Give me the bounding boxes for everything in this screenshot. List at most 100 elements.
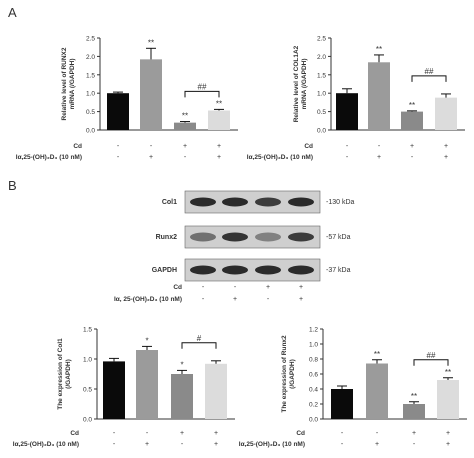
cd-sign: + [214, 430, 218, 437]
blot-band [255, 197, 281, 207]
row-label-cd: Cd [296, 430, 305, 437]
bracket-label: ## [427, 351, 436, 360]
blot-vitd-sign: - [267, 296, 270, 303]
vitd-sign: - [411, 154, 414, 161]
y-tick-label: 1.0 [86, 91, 95, 98]
significance-bracket [411, 75, 447, 82]
vitd-sign: - [346, 154, 349, 161]
y-axis-label: mRNA (/GAPDH) [69, 58, 76, 109]
significance-bracket [413, 359, 449, 366]
y-tick-label: 0.5 [86, 109, 95, 116]
y-tick-label: 0.4 [309, 387, 318, 394]
bracket-label: ## [198, 82, 207, 91]
y-tick-label: 1.0 [309, 342, 318, 349]
blot-vitd-sign: - [202, 296, 205, 303]
blot-size-label: -130 kDa [326, 199, 355, 206]
vitd-sign: - [117, 154, 120, 161]
y-axis-label: The expression of Col1 [57, 338, 64, 410]
bracket-label: ## [425, 67, 434, 76]
significance-mark: ** [148, 38, 154, 47]
bar [107, 93, 129, 130]
vitd-sign: + [217, 154, 221, 161]
vitd-sign: - [181, 441, 184, 448]
vitd-sign: + [149, 154, 153, 161]
blot-protein-label: GAPDH [152, 267, 177, 274]
y-tick-label: 1.5 [317, 72, 326, 79]
blot-cd-sign: - [202, 284, 205, 291]
blot-cd-sign: - [234, 284, 237, 291]
blot-band [222, 232, 248, 242]
blot-protein-label: Runx2 [156, 234, 178, 241]
y-tick-label: 0.6 [309, 372, 318, 379]
y-tick-label: 0.0 [309, 417, 318, 424]
row-label-vitd: Iα,25-(OH)₂D₃ (10 nM) [247, 154, 313, 161]
blot-band [288, 232, 314, 242]
cd-sign: + [180, 430, 184, 437]
panel-label-b: B [8, 178, 17, 193]
blot-size-label: -37 kDa [326, 267, 351, 274]
y-axis-label: The expression of Runx2 [281, 335, 288, 413]
bar [103, 361, 125, 419]
blot-band [222, 265, 248, 275]
y-tick-label: 0.5 [83, 387, 92, 394]
vitd-sign: + [214, 441, 218, 448]
y-axis-label: (/GAPDH) [65, 359, 72, 389]
significance-mark: ** [376, 45, 382, 54]
row-label-vitd: Iα,25-(OH)₂D₃ (10 nM) [13, 441, 79, 448]
significance-mark: ** [216, 99, 222, 108]
cd-sign: + [412, 430, 416, 437]
bar [174, 122, 196, 130]
cd-sign: - [341, 430, 344, 437]
y-axis-label: Relative level of RUNX2 [61, 47, 68, 120]
vitd-sign: + [377, 154, 381, 161]
vitd-sign: - [184, 154, 187, 161]
cd-sign: + [444, 143, 448, 150]
cd-sign: - [117, 143, 120, 150]
y-tick-label: 1.2 [309, 327, 318, 334]
bar [366, 363, 388, 419]
cd-sign: - [346, 143, 349, 150]
significance-bracket [184, 90, 220, 98]
row-label-cd: Cd [304, 143, 313, 150]
blot-row-label-vitd: Iα, 25-(OH)₂D₃ (10 nM) [114, 296, 182, 303]
vitd-sign: + [444, 154, 448, 161]
row-label-cd: Cd [73, 143, 82, 150]
y-tick-label: 0.0 [86, 128, 95, 135]
y-tick-label: 2.5 [86, 36, 95, 43]
cd-sign: - [376, 430, 379, 437]
bar [403, 404, 425, 419]
blot-band [222, 197, 248, 207]
significance-mark: ** [409, 101, 415, 110]
y-axis-label: (/GAPDH) [289, 359, 296, 389]
blot-band [255, 265, 281, 275]
blot-size-label: -57 kDa [326, 234, 351, 241]
cd-sign: - [146, 430, 149, 437]
y-tick-label: 1.0 [83, 357, 92, 364]
bar [136, 350, 158, 419]
blot-vitd-sign: + [299, 296, 303, 303]
vitd-sign: - [413, 441, 416, 448]
row-label-cd: Cd [70, 430, 79, 437]
vitd-sign: - [113, 441, 116, 448]
vitd-sign: - [341, 441, 344, 448]
y-tick-label: 0.2 [309, 402, 318, 409]
blot-protein-label: Col1 [162, 199, 177, 206]
significance-mark: ** [445, 368, 451, 377]
cd-sign: + [410, 143, 414, 150]
row-label-vitd: Iα,25-(OH)₂D₃ (10 nM) [16, 154, 82, 161]
cd-sign: - [150, 143, 153, 150]
vitd-sign: + [145, 441, 149, 448]
significance-mark: * [180, 360, 183, 369]
blot-row-label-cd: Cd [173, 284, 182, 291]
cd-sign: + [446, 430, 450, 437]
blot-band [288, 265, 314, 275]
bar [336, 93, 358, 130]
bar [368, 62, 390, 131]
vitd-sign: + [375, 441, 379, 448]
y-tick-label: 2.5 [317, 36, 326, 43]
blot-cd-sign: + [266, 284, 270, 291]
y-tick-label: 0.0 [83, 417, 92, 424]
significance-mark: ** [374, 350, 380, 359]
y-axis-label: Relative level of COL1A2 [293, 45, 300, 122]
